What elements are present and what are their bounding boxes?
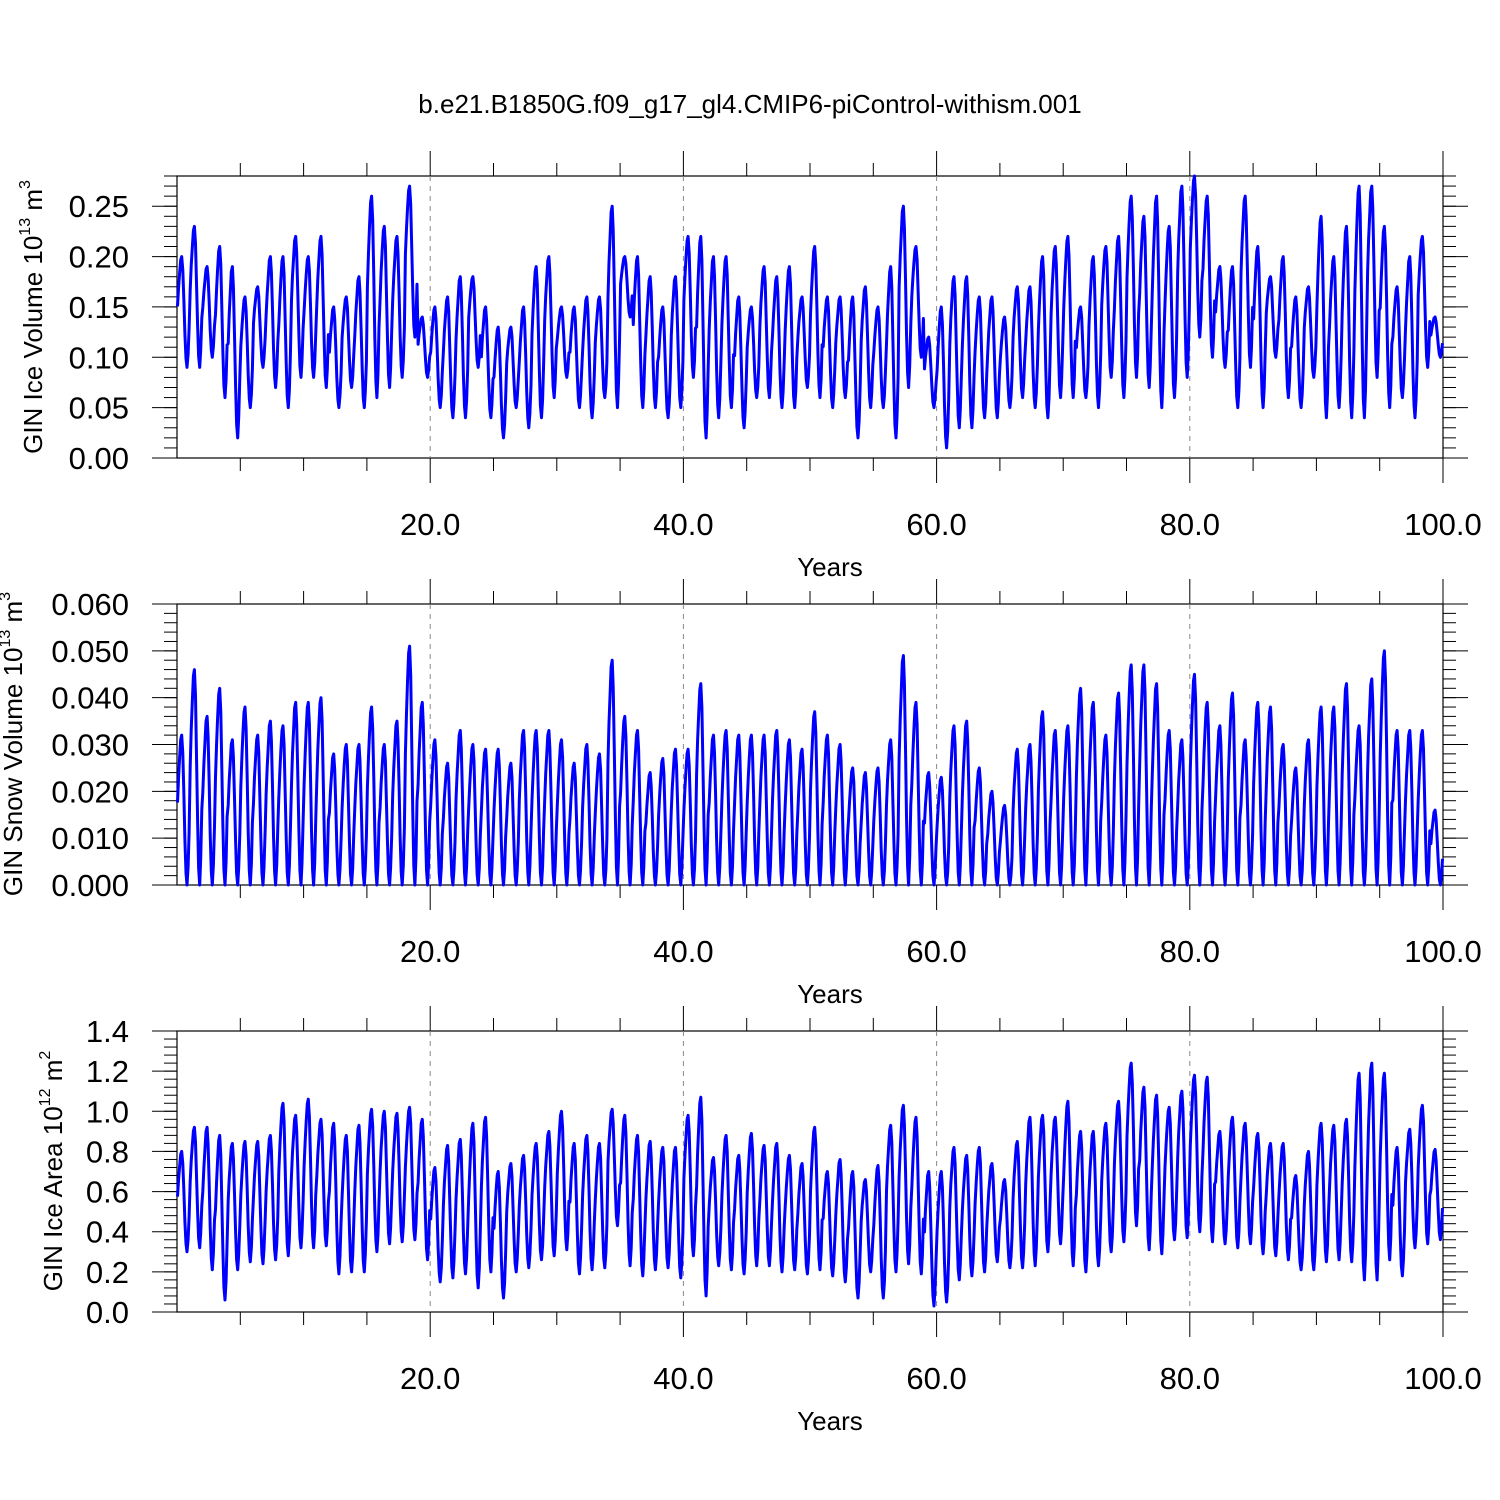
panel-3: 20.0 40.0 60.0 80.0 100.0 0.0 0.2 0.4 0.6 0.8 1.0 1…	[37, 1006, 1482, 1436]
y-tick-label: 0.0	[86, 1295, 129, 1330]
y-tick-label: 0.030	[51, 728, 129, 763]
y-tick-label: 0.050	[51, 634, 129, 669]
x-tick-label: 20.0	[400, 507, 460, 542]
x-tick-label: 80.0	[1160, 1361, 1220, 1396]
y-axis-title: GIN Snow Volume 1013 m3	[0, 592, 28, 896]
y-tick-label: 0.010	[51, 821, 129, 856]
x-tick-label: 80.0	[1160, 507, 1220, 542]
x-tick-label: 40.0	[653, 507, 713, 542]
y-tick-label: 0.15	[69, 290, 129, 325]
x-tick-label: 20.0	[400, 1361, 460, 1396]
x-tick-label: 40.0	[653, 934, 713, 969]
x-axis-title: Years	[797, 1406, 863, 1436]
y-tick-label: 1.2	[86, 1054, 129, 1089]
x-tick-label: 60.0	[906, 1361, 966, 1396]
y-tick-label: 0.040	[51, 681, 129, 716]
x-tick-label: 100.0	[1404, 1361, 1482, 1396]
y-tick-label: 0.10	[69, 340, 129, 375]
x-axis-title: Years	[797, 552, 863, 582]
y-axis-title: GIN Ice Area 1012 m2	[37, 1051, 68, 1292]
panels: 20.0 40.0 60.0 80.0 100.0 0.00 0.05 0.10 0.15 0.2…	[0, 151, 1482, 1436]
y-tick-label: 0.000	[51, 868, 129, 903]
y-tick-label: 1.4	[86, 1014, 129, 1049]
x-axis-title: Years	[797, 979, 863, 1009]
series-line	[176, 644, 1444, 887]
y-tick-label: 0.20	[69, 240, 129, 275]
y-axis-title: GIN Ice Volume 1013 m3	[17, 180, 48, 454]
y-tick-label: 0.8	[86, 1134, 129, 1169]
panel-2: 20.0 40.0 60.0 80.0 100.0 0.000 0.010 0.020 0.03…	[0, 579, 1482, 1009]
panel-1: 20.0 40.0 60.0 80.0 100.0 0.00 0.05 0.10 0.15 0.2…	[17, 151, 1482, 582]
y-tick-label: 0.6	[86, 1175, 129, 1210]
series-line	[176, 1061, 1444, 1308]
y-tick-label: 0.00	[69, 441, 129, 476]
y-tick-label: 0.4	[86, 1215, 129, 1250]
y-tick-label: 1.0	[86, 1094, 129, 1129]
y-tick-label: 0.25	[69, 189, 129, 224]
x-tick-label: 100.0	[1404, 934, 1482, 969]
series-line	[176, 174, 1444, 450]
chart-title: b.e21.B1850G.f09_g17_gl4.CMIP6-piControl…	[418, 89, 1081, 119]
y-tick-label: 0.020	[51, 774, 129, 809]
y-tick-label: 0.05	[69, 391, 129, 426]
x-tick-label: 60.0	[906, 934, 966, 969]
x-tick-label: 40.0	[653, 1361, 713, 1396]
y-tick-label: 0.2	[86, 1255, 129, 1290]
x-tick-label: 20.0	[400, 934, 460, 969]
x-tick-label: 60.0	[906, 507, 966, 542]
y-tick-label: 0.060	[51, 587, 129, 622]
x-tick-label: 80.0	[1160, 934, 1220, 969]
x-tick-label: 100.0	[1404, 507, 1482, 542]
